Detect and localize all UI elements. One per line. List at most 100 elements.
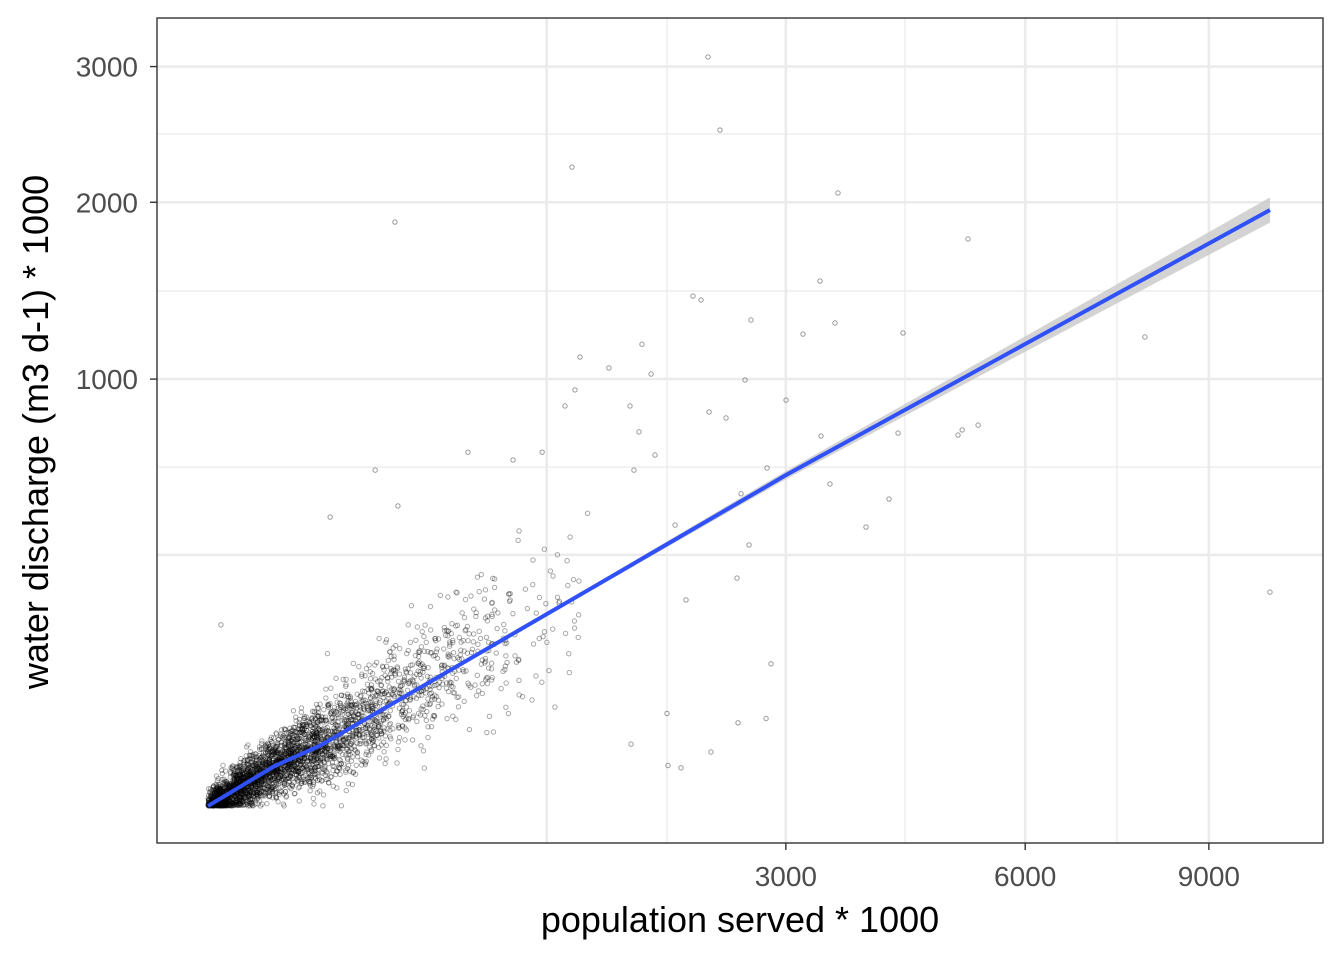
scatter-point [443, 680, 450, 686]
scatter-point [267, 774, 274, 781]
scatter-point [276, 775, 282, 782]
scatter-point [299, 729, 306, 736]
y-axis-label: water discharge (m3 d-1) * 1000 [15, 175, 56, 690]
scatter-point [310, 781, 317, 788]
scatter-point [258, 746, 264, 753]
scatter-point [276, 756, 282, 762]
scatter-point [259, 801, 265, 807]
scatter-point [255, 765, 262, 772]
scatter-point [325, 703, 332, 709]
scatter-point [328, 711, 334, 717]
scatter-point [274, 782, 280, 788]
scatter-point [400, 713, 406, 720]
scatter-point [356, 726, 363, 733]
scatter-point [399, 707, 406, 713]
scatter-point [238, 756, 244, 762]
scatter-point [240, 775, 246, 781]
scatter-point [281, 774, 288, 780]
scatter-point [362, 688, 368, 695]
scatter-point [277, 772, 284, 778]
scatter-point [301, 715, 307, 722]
scatter-point [242, 789, 249, 796]
scatter-point [315, 763, 322, 770]
scatter-point [340, 705, 347, 711]
scatter-point [320, 792, 327, 798]
scatter-point [450, 713, 456, 719]
scatter-point [345, 781, 352, 787]
scatter-point [223, 798, 229, 804]
scatter-point [279, 742, 285, 749]
scatter-point [267, 774, 273, 780]
scatter-point [238, 788, 245, 794]
scatter-point [251, 795, 258, 801]
scatter-point [230, 781, 236, 787]
scatter-point [217, 803, 224, 809]
scatter-point [213, 789, 219, 795]
scatter-point [404, 715, 410, 721]
scatter-point [316, 763, 322, 770]
scatter-point [313, 750, 319, 756]
scatter-point [246, 764, 252, 770]
scatter-point [345, 756, 351, 763]
scatter-point [293, 771, 300, 778]
scatter-point [287, 747, 294, 753]
scatter-point [290, 740, 297, 746]
scatter-point [427, 686, 433, 693]
scatter-point [343, 718, 350, 724]
scatter-point [231, 777, 237, 784]
scatter-point [256, 744, 263, 750]
scatter-point [314, 712, 320, 718]
scatter-point [272, 746, 278, 752]
scatter-point [314, 730, 320, 737]
scatter-point [247, 797, 253, 803]
scatter-point [280, 747, 286, 754]
scatter-point [347, 752, 353, 758]
scatter-point [273, 753, 279, 760]
scatter-point [269, 772, 276, 778]
scatter-point [275, 751, 281, 757]
scatter-point [401, 676, 407, 683]
scatter-point [460, 637, 466, 644]
scatter-point [258, 741, 265, 747]
scatter-point [349, 781, 356, 788]
scatter-point [304, 738, 310, 744]
scatter-point [213, 773, 220, 779]
scatter-point [251, 790, 257, 796]
scatter-point [298, 736, 304, 742]
scatter-point [356, 732, 362, 738]
scatter-point [396, 686, 402, 693]
scatter-point [390, 726, 396, 732]
scatter-point [230, 782, 237, 788]
scatter-point [230, 778, 236, 784]
scatter-point [311, 767, 317, 773]
scatter-point [454, 590, 460, 596]
scatter-point [287, 750, 294, 756]
scatter-point [224, 780, 230, 786]
scatter-point [267, 773, 274, 780]
scatter-point [269, 784, 276, 791]
scatter-point [307, 765, 314, 771]
scatter-point [216, 788, 222, 794]
scatter-point [290, 780, 297, 786]
scatter-point [489, 599, 495, 606]
scatter-point [281, 773, 287, 780]
scatter-point [312, 723, 319, 730]
scatter-point [269, 760, 275, 766]
scatter-point [243, 768, 250, 775]
scatter-point [350, 678, 357, 684]
scatter-point [418, 706, 424, 712]
scatter-point [556, 598, 563, 605]
scatter-point [419, 661, 425, 667]
scatter-point [265, 741, 272, 748]
scatter-point [259, 754, 265, 760]
scatter-point [283, 794, 289, 800]
scatter-point [208, 793, 215, 799]
scatter-point [240, 757, 247, 764]
scatter-point [396, 734, 403, 741]
scatter-point [345, 711, 352, 717]
scatter-point [239, 790, 245, 797]
scatter-point [368, 687, 375, 693]
scatter-point [304, 741, 310, 747]
scatter-point [301, 755, 308, 762]
